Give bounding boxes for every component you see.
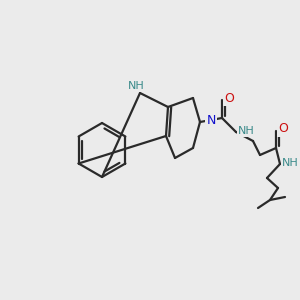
Text: NH: NH: [282, 158, 298, 168]
Text: O: O: [224, 92, 234, 104]
Text: N: N: [206, 113, 216, 127]
Text: O: O: [278, 122, 288, 136]
Text: NH: NH: [128, 81, 144, 91]
Text: NH: NH: [238, 126, 254, 136]
